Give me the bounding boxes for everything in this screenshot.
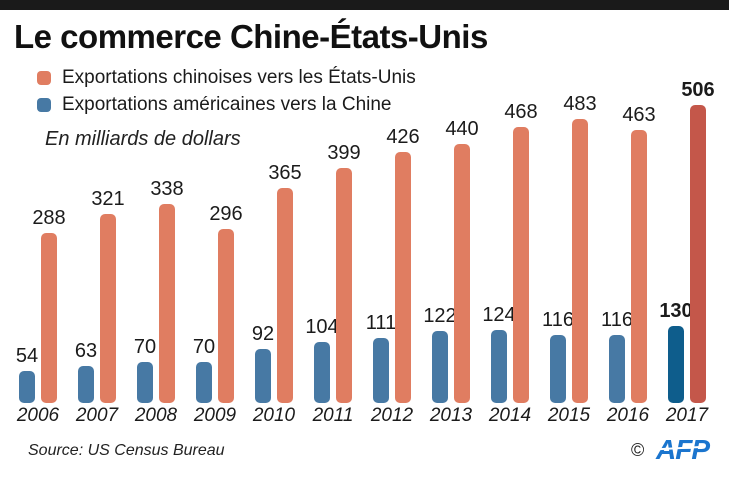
copyright-symbol: © (631, 440, 645, 460)
top-bar (0, 0, 729, 10)
afp-logo: AFP (656, 434, 710, 465)
bar-american-exports (373, 338, 389, 403)
bar-chinese-exports (513, 127, 529, 403)
legend-label-chinese-exports: Exportations chinoises vers les États-Un… (62, 66, 416, 88)
value-label: 338 (150, 178, 184, 200)
year-label: 2013 (429, 405, 473, 426)
bar-american-exports (491, 330, 507, 403)
year-label: 2009 (193, 405, 237, 426)
bar-american-exports (432, 331, 448, 403)
bar-chinese-exports (690, 105, 706, 403)
bar-chinese-exports (159, 204, 175, 403)
year-label: 2017 (665, 405, 709, 426)
value-label: 365 (268, 162, 302, 184)
bar-american-exports (668, 326, 684, 403)
bar-chinese-exports (336, 168, 352, 403)
year-label: 2010 (252, 405, 296, 426)
bar-chinese-exports (572, 119, 588, 403)
value-label: 399 (327, 142, 361, 164)
unit-note: En milliards de dollars (45, 128, 241, 150)
value-label: 296 (209, 203, 243, 225)
bar-american-exports (255, 349, 271, 403)
bar-american-exports (137, 362, 153, 403)
bar-american-exports (196, 362, 212, 403)
value-label: 130 (659, 300, 693, 322)
value-label: 426 (386, 126, 420, 148)
value-label: 54 (15, 345, 39, 367)
value-label: 70 (133, 336, 157, 358)
bar-chinese-exports (100, 214, 116, 403)
value-label: 116 (601, 309, 633, 331)
bar-chinese-exports (631, 130, 647, 403)
value-label: 440 (445, 118, 479, 140)
bar-american-exports (550, 335, 566, 403)
value-label: 506 (681, 79, 715, 101)
value-label: 111 (365, 312, 397, 334)
value-label: 321 (91, 188, 125, 210)
year-label: 2014 (488, 405, 532, 426)
value-label: 63 (74, 340, 98, 362)
legend-swatch-american-exports (37, 97, 51, 112)
value-label: 104 (305, 316, 339, 338)
bar-chinese-exports (395, 152, 411, 403)
source-note: Source: US Census Bureau (28, 442, 225, 459)
year-label: 2006 (16, 405, 60, 426)
value-label: 70 (192, 336, 216, 358)
legend-swatch-chinese-exports (37, 70, 51, 85)
value-label: 124 (482, 304, 516, 326)
legend-label-american-exports: Exportations américaines vers la Chine (62, 93, 392, 115)
bar-chinese-exports (277, 188, 293, 403)
year-label: 2012 (370, 405, 414, 426)
value-label: 468 (504, 101, 538, 123)
bar-chinese-exports (41, 233, 57, 403)
year-label: 2011 (312, 405, 354, 426)
bar-american-exports (19, 371, 35, 403)
legend: Exportations chinoises vers les États-Un… (37, 64, 416, 118)
bar-american-exports (314, 342, 330, 403)
bar-american-exports (78, 366, 94, 403)
value-label: 122 (423, 305, 457, 327)
year-label: 2015 (547, 405, 591, 426)
year-label: 2016 (606, 405, 650, 426)
bar-chinese-exports (218, 229, 234, 403)
value-label: 116 (542, 309, 574, 331)
value-label: 463 (622, 104, 656, 126)
year-label: 2007 (75, 405, 119, 426)
value-label: 92 (251, 323, 275, 345)
value-label: 288 (32, 207, 66, 229)
bar-chinese-exports (454, 144, 470, 403)
value-label: 483 (563, 93, 597, 115)
bar-american-exports (609, 335, 625, 403)
legend-item-american-exports: Exportations américaines vers la Chine (37, 91, 416, 118)
year-label: 2008 (134, 405, 178, 426)
legend-item-chinese-exports: Exportations chinoises vers les États-Un… (37, 64, 416, 91)
page-title: Le commerce Chine-États-Unis (14, 18, 488, 55)
